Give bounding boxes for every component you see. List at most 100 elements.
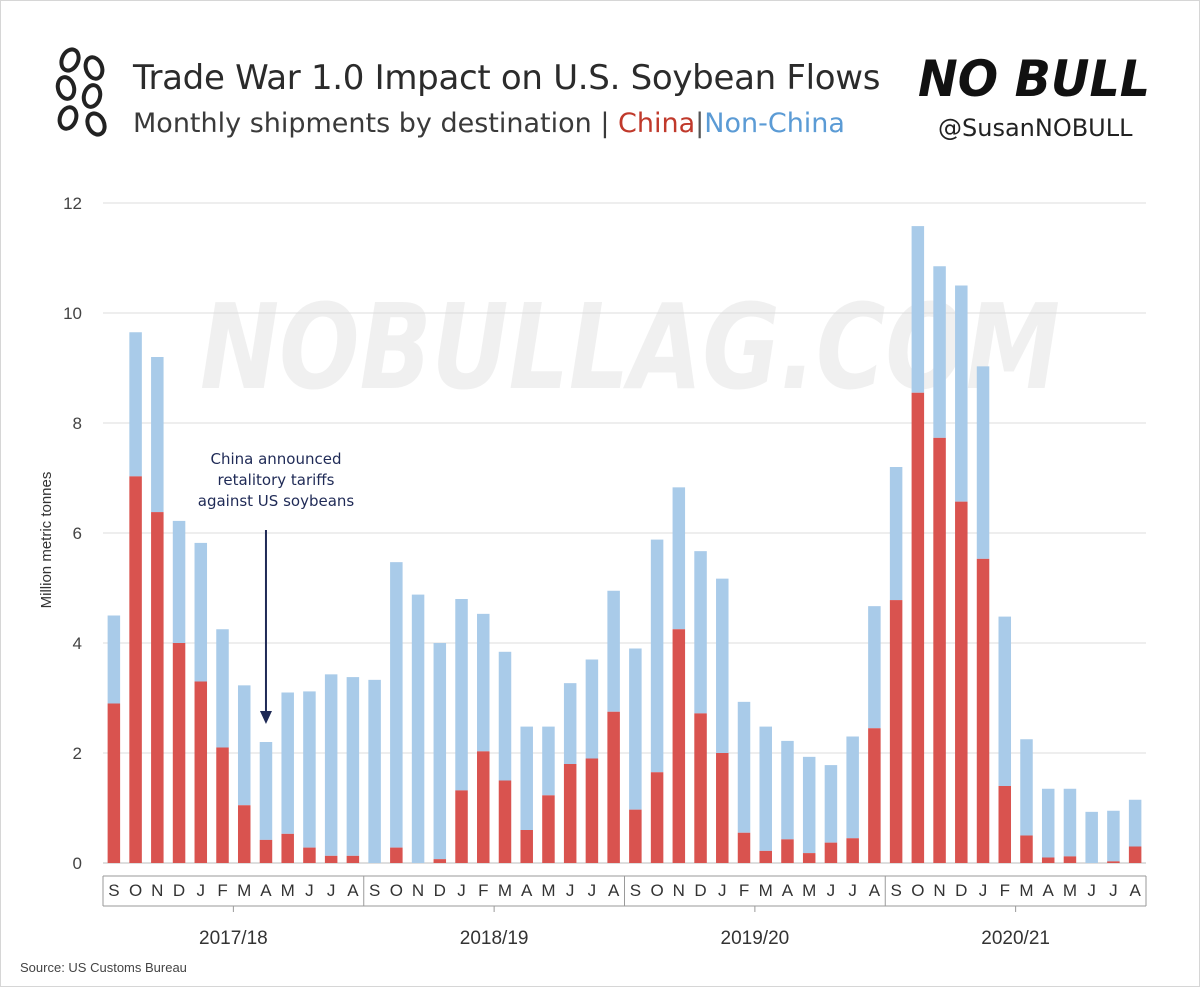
bar-china [846, 838, 859, 863]
bar-china [998, 786, 1012, 863]
brand-text: NO BULL [918, 50, 1150, 108]
bar-china [498, 780, 512, 863]
x-tick-label: J [197, 881, 206, 900]
bar-china [868, 728, 881, 863]
x-tick-label: F [1000, 881, 1010, 900]
x-tick-label: J [1087, 881, 1096, 900]
x-group-label: 2018/19 [460, 928, 529, 949]
bar-china [933, 437, 946, 863]
bar-china [172, 643, 186, 863]
watermark-text: NOBULLAG.COM [200, 278, 1060, 416]
bar-non-china [390, 562, 403, 848]
y-axis-label: Million metric tonnes [38, 472, 55, 609]
bar-non-china [324, 674, 338, 856]
x-tick-label: O [650, 881, 663, 900]
bar-china [824, 842, 838, 863]
bar-non-china [824, 765, 838, 843]
y-tick-label: 12 [63, 194, 82, 213]
y-tick-label: 2 [73, 744, 82, 763]
bar-china [129, 476, 142, 863]
annotation-arrow-head [259, 711, 272, 724]
bar-china [520, 830, 533, 863]
x-tick-label: F [739, 881, 749, 900]
bar-non-china [802, 756, 816, 854]
bar-non-china [1128, 799, 1142, 847]
x-tick-label: A [869, 881, 881, 900]
x-tick-label: D [173, 881, 185, 900]
legend-china: China [618, 108, 696, 139]
x-tick-label: M [1063, 881, 1077, 900]
x-tick-label: A [782, 881, 794, 900]
x-tick-label: J [827, 881, 836, 900]
bar-non-china [498, 651, 512, 781]
social-handle: @SusanNOBULL [938, 114, 1133, 142]
bar-non-china [346, 677, 360, 856]
legend-non-china: Non-China [704, 108, 845, 139]
x-tick-label: D [434, 881, 446, 900]
x-tick-label: F [217, 881, 227, 900]
bar-china [607, 711, 620, 863]
y-tick-label: 10 [63, 304, 82, 323]
bar-non-china [129, 332, 142, 477]
bar-non-china [650, 539, 664, 773]
bar-non-china [151, 357, 164, 513]
bar-non-china [563, 683, 577, 764]
bar-non-china [107, 615, 121, 704]
annotation-text: against US soybeans [198, 492, 355, 510]
bar-china [477, 751, 490, 863]
x-tick-label: J [457, 881, 466, 900]
x-tick-label: A [521, 881, 533, 900]
x-tick-label: N [673, 881, 685, 900]
bar-non-china [585, 659, 599, 759]
bar-non-china [1085, 811, 1098, 863]
annotation-text: retalitory tariffs [218, 471, 335, 489]
bar-non-china [868, 606, 881, 729]
bar-non-china [433, 643, 447, 860]
bar-non-china [455, 599, 468, 791]
bar-non-china [1041, 788, 1055, 858]
bar-china [781, 839, 794, 863]
bar-non-china [477, 613, 490, 752]
bar-china [802, 853, 816, 863]
source-note: Source: US Customs Bureau [20, 960, 187, 975]
bar-china [955, 501, 968, 863]
x-tick-label: M [498, 881, 512, 900]
bar-china [629, 809, 642, 863]
x-tick-label: J [588, 881, 597, 900]
bar-china [237, 805, 251, 863]
x-tick-label: O [911, 881, 924, 900]
bar-non-china [781, 740, 794, 840]
bar-non-china [172, 520, 186, 643]
bar-non-china [303, 691, 316, 848]
bar-non-china [411, 594, 425, 863]
bar-non-china [976, 366, 990, 559]
bar-non-china [737, 701, 751, 833]
x-tick-label: J [566, 881, 575, 900]
bar-china [542, 795, 555, 863]
bar-china [107, 703, 121, 863]
bar-china [694, 713, 707, 863]
x-tick-label: O [129, 881, 142, 900]
bar-non-china [998, 616, 1012, 786]
bar-non-china [911, 226, 925, 393]
x-tick-label: O [390, 881, 403, 900]
bar-china [346, 855, 360, 863]
bar-china [455, 790, 468, 863]
x-group-label: 2020/21 [981, 928, 1050, 949]
x-tick-label: D [955, 881, 967, 900]
bar-china [563, 764, 577, 863]
x-tick-label: D [694, 881, 706, 900]
bar-non-china [933, 266, 946, 438]
x-tick-label: M [237, 881, 251, 900]
x-tick-label: A [1129, 881, 1141, 900]
bar-non-china [259, 742, 273, 840]
x-tick-label: M [802, 881, 816, 900]
y-tick-label: 6 [73, 524, 82, 543]
bar-china [303, 847, 316, 863]
x-tick-label: J [305, 881, 314, 900]
x-tick-label: J [1109, 881, 1118, 900]
bar-non-china [672, 487, 686, 630]
y-tick-label: 8 [73, 414, 82, 433]
bar-non-china [607, 590, 620, 712]
